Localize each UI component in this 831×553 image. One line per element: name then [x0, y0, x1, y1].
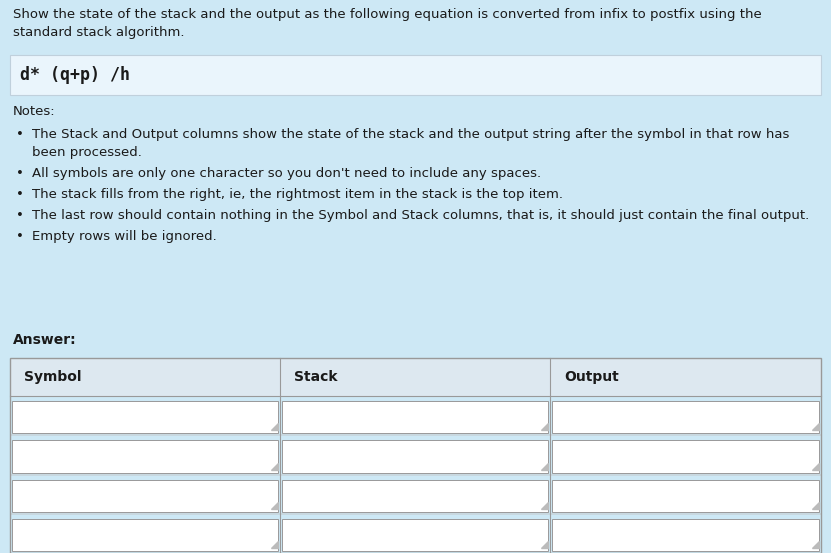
Text: Symbol: Symbol: [24, 370, 81, 384]
Text: Show the state of the stack and the output as the following equation is converte: Show the state of the stack and the outp…: [13, 8, 762, 21]
Bar: [282, 519, 548, 551]
Bar: [552, 401, 819, 433]
Text: •: •: [16, 167, 24, 180]
Text: Empty rows will be ignored.: Empty rows will be ignored.: [32, 230, 217, 243]
Text: standard stack algorithm.: standard stack algorithm.: [13, 26, 184, 39]
Polygon shape: [541, 423, 548, 430]
Bar: [12, 479, 278, 512]
Bar: [10, 358, 821, 396]
Bar: [10, 358, 821, 553]
Text: The last row should contain nothing in the Symbol and Stack columns, that is, it: The last row should contain nothing in t…: [32, 209, 809, 222]
Bar: [282, 479, 548, 512]
Text: All symbols are only one character so you don't need to include any spaces.: All symbols are only one character so yo…: [32, 167, 541, 180]
Text: •: •: [16, 209, 24, 222]
Polygon shape: [541, 502, 548, 509]
Text: Notes:: Notes:: [13, 105, 56, 118]
Text: d* (q+p) /h: d* (q+p) /h: [20, 66, 130, 84]
Polygon shape: [812, 502, 819, 509]
Bar: [12, 440, 278, 472]
Bar: [282, 440, 548, 472]
Polygon shape: [271, 462, 278, 469]
Text: •: •: [16, 188, 24, 201]
Polygon shape: [812, 541, 819, 548]
Bar: [282, 401, 548, 433]
Text: been processed.: been processed.: [32, 146, 142, 159]
Polygon shape: [271, 423, 278, 430]
Polygon shape: [812, 462, 819, 469]
Polygon shape: [541, 541, 548, 548]
Bar: [552, 440, 819, 472]
Polygon shape: [541, 462, 548, 469]
Bar: [10, 434, 821, 436]
Bar: [10, 55, 821, 95]
Polygon shape: [271, 502, 278, 509]
Bar: [12, 519, 278, 551]
Text: Stack: Stack: [294, 370, 337, 384]
Bar: [10, 473, 821, 476]
Bar: [12, 401, 278, 433]
Text: •: •: [16, 128, 24, 141]
Bar: [552, 479, 819, 512]
Bar: [552, 519, 819, 551]
Text: Answer:: Answer:: [13, 333, 76, 347]
Text: Output: Output: [564, 370, 619, 384]
Polygon shape: [271, 541, 278, 548]
Text: The Stack and Output columns show the state of the stack and the output string a: The Stack and Output columns show the st…: [32, 128, 789, 141]
Text: •: •: [16, 230, 24, 243]
Polygon shape: [812, 423, 819, 430]
Bar: [10, 513, 821, 515]
Text: The stack fills from the right, ie, the rightmost item in the stack is the top i: The stack fills from the right, ie, the …: [32, 188, 563, 201]
